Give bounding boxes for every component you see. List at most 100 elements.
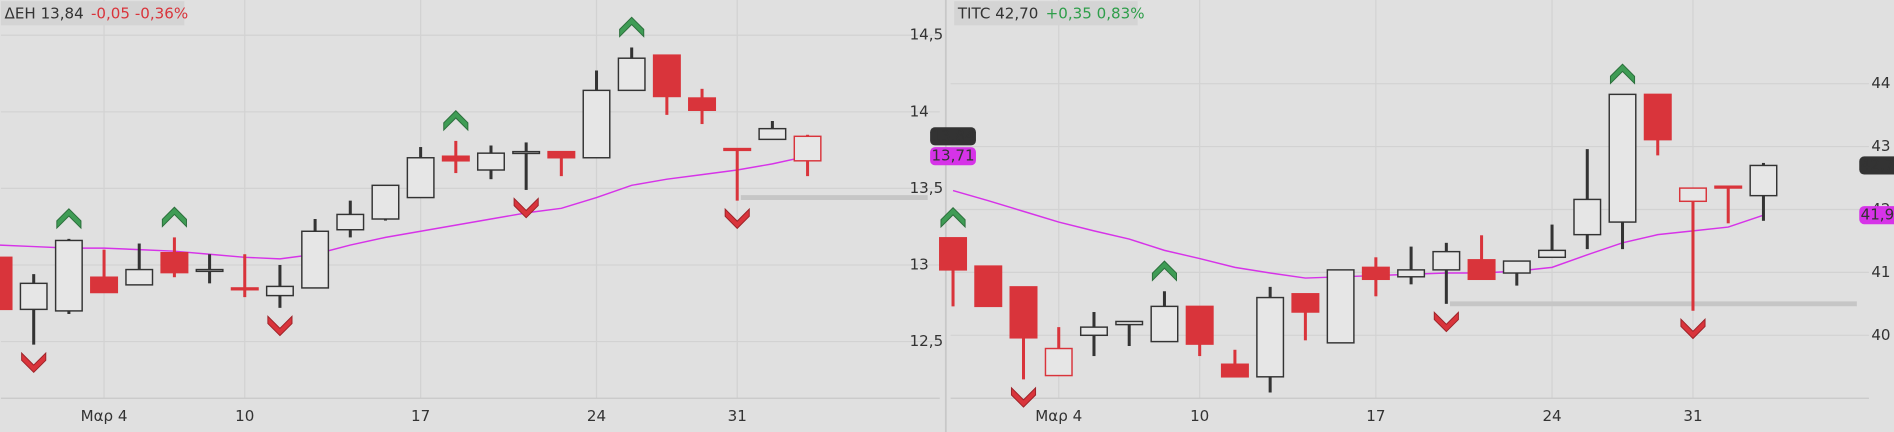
sell-signal	[267, 315, 293, 337]
header-background	[954, 1, 1138, 26]
buy-signal	[443, 110, 469, 132]
candle-body	[1115, 320, 1144, 326]
candle-body	[1502, 260, 1531, 274]
sell-signal	[513, 197, 539, 219]
ma-value-label: 13,71	[931, 147, 974, 165]
buy-signal	[619, 16, 645, 38]
moving-average	[952, 189, 1764, 279]
candle-body	[1150, 305, 1179, 343]
candle-body	[1608, 93, 1637, 223]
symbol-price: 42,70	[995, 4, 1038, 22]
candle-body	[1256, 296, 1285, 378]
y-tick-label: 44	[1871, 74, 1890, 92]
header-background	[0, 1, 185, 26]
x-tick-label: 31	[1683, 407, 1702, 425]
last-price-box	[930, 127, 976, 146]
price-change: -0,05	[91, 4, 130, 22]
ma-value-box	[930, 147, 976, 166]
moving-average	[0, 155, 808, 260]
x-tick-label: 10	[235, 407, 254, 425]
candle-body	[1361, 266, 1390, 281]
candle-body	[265, 285, 294, 297]
ma-value-label: 41,91	[1861, 206, 1894, 224]
candle-body	[1009, 286, 1038, 339]
candle-body	[758, 127, 787, 141]
buy-signal	[940, 206, 966, 229]
candle-body	[1397, 269, 1426, 278]
candle-body	[582, 89, 611, 159]
x-tick-label: 24	[1542, 407, 1561, 425]
candle-body	[512, 150, 541, 155]
candle-body	[1678, 187, 1707, 203]
candle-body	[230, 287, 259, 291]
buy-signal	[161, 206, 187, 228]
y-tick-label: 13,5	[910, 179, 944, 197]
candle-body	[1326, 269, 1355, 344]
symbol-name: TITC	[957, 4, 991, 22]
candle-body	[19, 282, 48, 311]
x-tick-label: Μαρ 4	[81, 407, 128, 425]
candle-body	[1573, 198, 1602, 236]
last-price-label: 13,84	[931, 127, 974, 145]
x-tick-label: 31	[728, 407, 747, 425]
candle-body	[723, 147, 752, 152]
candle-body	[1079, 326, 1108, 337]
x-tick-label: 10	[1190, 407, 1209, 425]
sell-signal	[1433, 311, 1459, 333]
x-tick-label: 17	[1366, 407, 1385, 425]
candle-body	[1220, 363, 1249, 378]
candle-body	[1432, 250, 1461, 271]
y-tick-label: 41	[1871, 263, 1890, 281]
candle-body	[160, 251, 189, 274]
candle-body	[547, 150, 576, 159]
x-tick-label: 17	[411, 407, 430, 425]
candle-body	[441, 155, 470, 162]
buy-signal	[1151, 260, 1177, 282]
ma-value-box	[1859, 206, 1894, 225]
buy-signal	[1609, 63, 1636, 85]
candle-body	[1467, 259, 1496, 281]
last-price-label: 42,70	[1861, 156, 1894, 174]
candle-body	[617, 57, 646, 92]
candle-body	[406, 157, 435, 199]
candle-body	[301, 230, 330, 289]
symbol-name: ΔΕΗ	[5, 4, 36, 22]
x-tick-label: 24	[587, 407, 606, 425]
candle-body	[54, 239, 83, 312]
buy-signal	[56, 208, 82, 230]
y-tick-label: 13	[910, 255, 929, 273]
sell-signal	[1680, 318, 1706, 340]
candle-body	[0, 256, 13, 311]
sell-signal	[1010, 386, 1037, 408]
candle-body	[336, 213, 365, 231]
sell-signal	[724, 207, 750, 230]
y-tick-label: 40	[1871, 326, 1890, 344]
candle-body	[1291, 293, 1320, 313]
symbol-price: 13,84	[41, 4, 84, 22]
candle-body	[371, 184, 400, 220]
candle-body	[1749, 164, 1778, 197]
candle-body	[1643, 93, 1672, 141]
candle-body	[195, 268, 224, 273]
candle-body	[793, 135, 822, 162]
candle-body	[688, 97, 717, 111]
y-tick-label: 43	[1871, 137, 1890, 155]
last-price-box	[1859, 156, 1894, 175]
candle-body	[974, 265, 1003, 308]
candle-body	[1714, 185, 1743, 189]
x-tick-label: Μαρ 4	[1035, 407, 1082, 425]
header: TITC 42,70 +0,35 0,83%	[957, 4, 1145, 22]
candle-body	[652, 54, 681, 98]
candle-body	[1538, 249, 1567, 259]
candle-body	[476, 152, 505, 171]
candle-body	[90, 276, 119, 294]
header: ΔΕΗ 13,84 -0,05 -0,36%	[5, 4, 189, 22]
candle-body	[1185, 305, 1214, 345]
price-change-pct: 0,83%	[1097, 4, 1145, 22]
candle-body	[125, 268, 154, 286]
price-change-pct: -0,36%	[135, 4, 188, 22]
sell-signal	[21, 351, 47, 374]
price-change: +0,35	[1046, 4, 1092, 22]
